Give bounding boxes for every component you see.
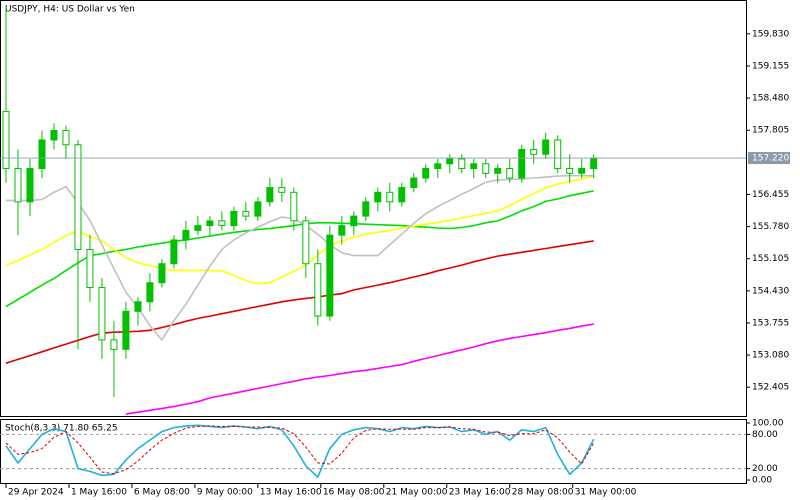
y-tick-label: 156.455: [752, 190, 789, 200]
y-tick-label: 154.430: [752, 286, 789, 296]
candle-body: [86, 248, 94, 289]
x-tick-label: 6 May 08:00: [134, 488, 190, 498]
candle-body: [410, 177, 418, 189]
y-tick-label: 153.755: [752, 318, 789, 328]
y-tick-label: 152.405: [752, 383, 789, 393]
candle-body: [38, 139, 46, 170]
candle-body: [542, 139, 550, 155]
moving-average: [5, 175, 594, 285]
candle-body: [494, 168, 502, 174]
candle-body: [314, 263, 322, 317]
candle-body: [230, 210, 238, 227]
candle-body: [434, 163, 442, 170]
x-tick-label: 28 May 08:00: [512, 488, 574, 498]
stoch-line: [5, 425, 595, 475]
candle-body: [566, 168, 574, 174]
candle-body: [158, 263, 166, 284]
x-tick-label: 9 May 00:00: [197, 488, 253, 498]
candle-body: [14, 168, 22, 203]
candle-body: [2, 110, 10, 170]
candle-body: [278, 187, 286, 193]
moving-average: [6, 174, 594, 342]
x-tick-label: 23 May 16:00: [449, 488, 511, 498]
candle-body: [590, 157, 598, 170]
moving-average: [125, 323, 594, 415]
candle-body: [26, 168, 34, 203]
candle-body: [338, 225, 346, 236]
candle-body: [554, 139, 562, 170]
y-tick-label: 158.480: [752, 94, 789, 104]
candle-body: [146, 282, 154, 303]
y-tick-label: 155.780: [752, 222, 789, 232]
candle-body: [266, 187, 274, 203]
last-price-label: 157.220: [752, 154, 789, 164]
candle-body: [242, 210, 250, 217]
y-tick-label: 159.155: [752, 61, 789, 71]
candle-body: [374, 191, 382, 203]
candle-body: [302, 220, 310, 265]
y-tick-label: 0.00: [752, 476, 772, 486]
candle-body: [398, 187, 406, 203]
stoch-frame: [0, 419, 747, 484]
candle-body: [194, 225, 202, 231]
stoch-title: Stoch(8,3,3) 71.80 65.25: [5, 424, 118, 434]
candle-body: [50, 129, 58, 141]
candle-body: [506, 168, 514, 179]
candle-body: [362, 201, 370, 217]
moving-average: [5, 190, 594, 308]
candle-body: [290, 191, 298, 222]
candle-body: [170, 239, 178, 265]
candle-body: [422, 168, 430, 179]
candle-body: [206, 220, 214, 227]
x-tick-label: 1 May 16:00: [71, 488, 127, 498]
candle-body: [110, 339, 118, 350]
candle-body: [386, 191, 394, 203]
candle-body: [530, 148, 538, 155]
x-tick-label: 31 May 00:00: [575, 488, 637, 498]
y-tick-label: 153.080: [752, 351, 789, 361]
last-price-box: [748, 152, 790, 165]
x-tick-label: 29 Apr 2024: [8, 488, 64, 498]
y-tick-label: 157.805: [752, 126, 789, 136]
x-tick-label: 21 May 00:00: [386, 488, 448, 498]
candle-body: [134, 301, 142, 312]
chart-title: USDJPY, H4: US Dollar vs Yen: [5, 5, 135, 15]
y-tick-label: 100.00: [752, 419, 784, 429]
main-frame: [0, 0, 747, 417]
candle-body: [254, 201, 262, 217]
candle-body: [458, 158, 466, 170]
candle-body: [218, 220, 226, 227]
x-tick-label: 16 May 08:00: [323, 488, 385, 498]
candle-body: [74, 144, 82, 250]
candle-body: [326, 234, 334, 317]
candle-body: [98, 287, 106, 341]
y-tick-label: 20.00: [752, 464, 778, 474]
candle-body: [350, 215, 358, 227]
y-tick-label: 80.00: [752, 430, 778, 440]
candle-body: [518, 148, 526, 179]
candle-body: [182, 229, 190, 241]
y-tick-label: 159.830: [752, 29, 789, 39]
stoch-line: [5, 424, 595, 479]
candle-body: [578, 168, 586, 174]
x-tick-label: 13 May 16:00: [260, 488, 322, 498]
candle-body: [482, 163, 490, 174]
candle-body: [446, 158, 454, 165]
candle-body: [122, 310, 130, 350]
y-tick-label: 155.105: [752, 254, 789, 264]
candle-body: [470, 163, 478, 170]
candle-body: [62, 129, 70, 146]
